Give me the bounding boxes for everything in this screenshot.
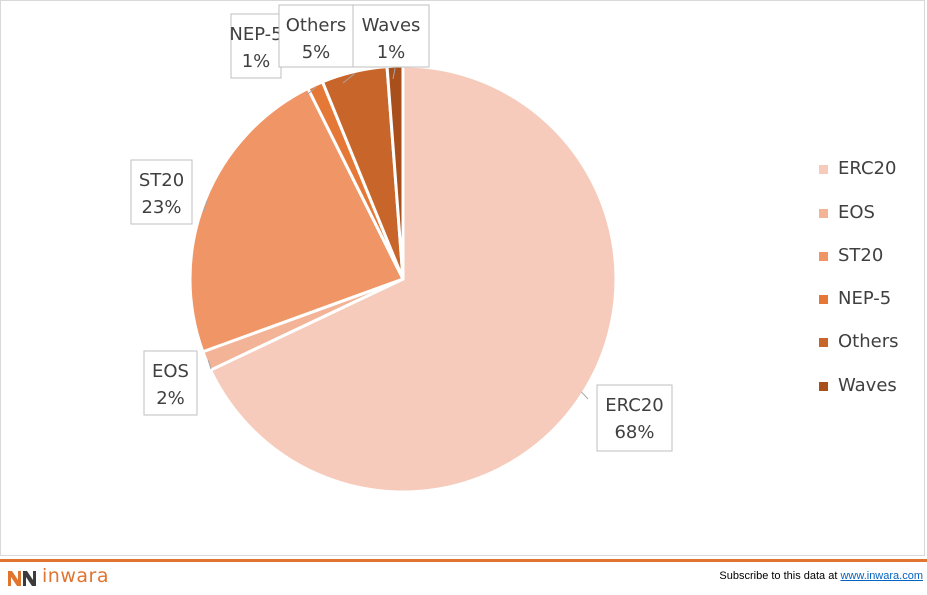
legend-swatch [819,295,828,304]
callout-percent: 68% [614,422,654,443]
leader-line [203,200,208,212]
callout-category: NEP-5 [229,24,282,45]
legend-swatch [819,252,828,261]
data-label-others: Others 5% [278,4,355,84]
pie-chart: ERC20 68% EOS 2% ST20 23% NEP-5 1% Others 5% Waves… [130,4,673,494]
legend-swatch [819,165,828,174]
callout-box [230,13,282,79]
leader-line [306,86,317,96]
subscribe-note: Subscribe to this data at www.inwara.com [719,570,923,582]
subscribe-link[interactable]: www.inwara.com [840,570,923,582]
callout-category: EOS [152,361,189,382]
callout-percent: 23% [141,197,181,218]
callout-percent: 1% [377,42,406,63]
leader-line [392,68,396,80]
brand-name: inwara [42,565,109,587]
footer-divider [0,559,927,562]
callout-box [130,159,193,225]
leader-line [580,391,589,400]
legend-swatch [819,338,828,347]
data-label-waves: Waves 1% [352,4,430,80]
legend-swatch [819,382,828,391]
leader-line [342,73,355,84]
leader-line [207,360,212,370]
legend-label: NEP-5 [838,288,892,309]
callout-percent: 1% [242,51,271,72]
legend-label: EOS [838,202,875,223]
subscribe-text: Subscribe to this data at [719,570,841,582]
callout-category: ERC20 [605,395,663,416]
data-label-st20: ST20 23% [130,159,208,225]
callout-category: Others [286,15,347,36]
callout-percent: 5% [302,42,331,63]
legend-label: Waves [838,375,897,396]
chart-area: ERC20 68% EOS 2% ST20 23% NEP-5 1% Others 5% Waves… [0,0,925,556]
callout-category: Waves [362,15,421,36]
callout-box [143,350,198,416]
pie-slice-st20 [188,86,405,354]
callout-percent: 2% [156,388,185,409]
inwara-logo-icon [8,571,36,586]
legend-swatch [819,209,828,218]
data-label-nep-5: NEP-5 1% [229,13,317,96]
callout-box [352,4,430,68]
legend-label: ERC20 [838,158,897,179]
callout-box [596,384,673,452]
data-label-eos: EOS 2% [143,350,212,416]
callout-box [278,4,354,68]
callout-category: ST20 [139,170,184,191]
footer: inwara Subscribe to this data at www.inw… [0,562,927,595]
data-label-erc20: ERC20 68% [580,384,673,452]
legend-label: Others [838,331,899,352]
legend-label: ST20 [838,245,884,266]
